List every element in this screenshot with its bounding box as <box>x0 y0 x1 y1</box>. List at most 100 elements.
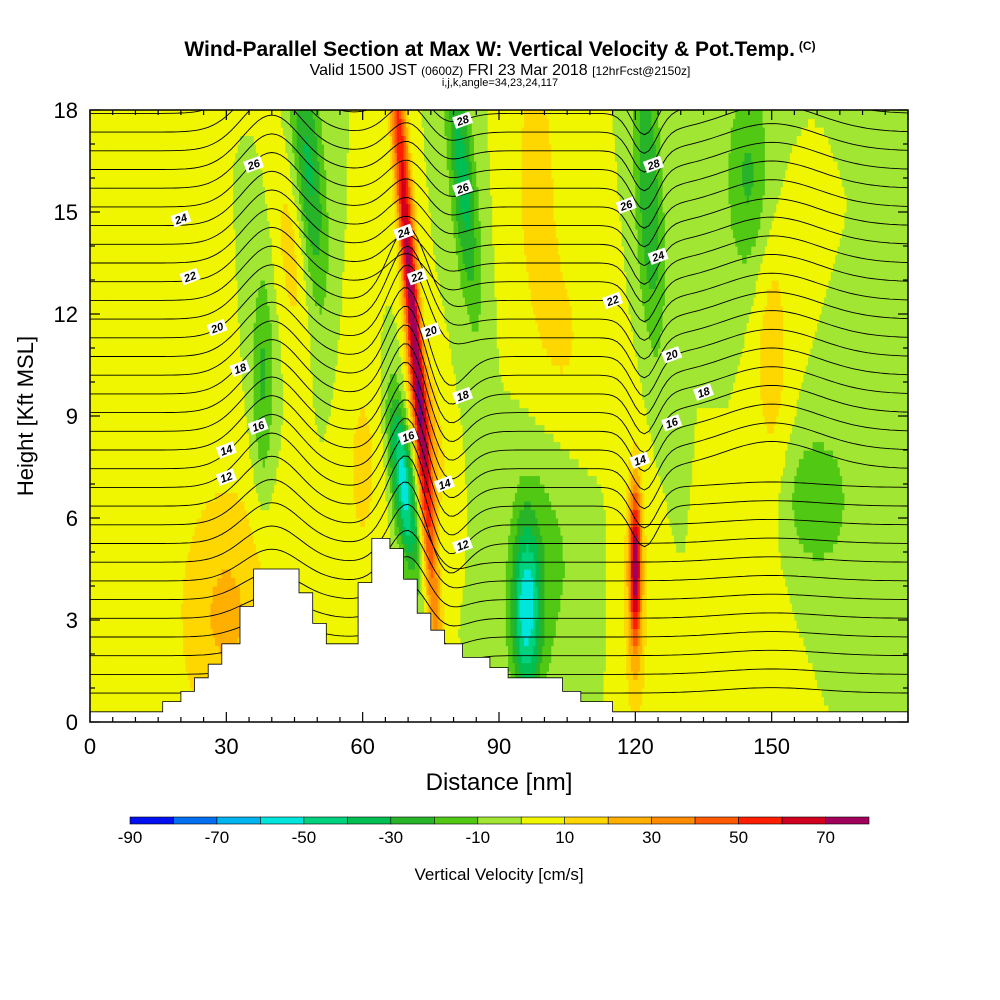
colorbar-tick-label: 30 <box>642 828 661 847</box>
colorbar-tick-label: -50 <box>292 828 317 847</box>
theta-label: 26 <box>615 196 637 214</box>
valid-date: FRI 23 Mar 2018 <box>467 62 588 79</box>
colorbar-swatch <box>303 816 348 825</box>
chart-subtitle: Valid 1500 JST (0600Z) FRI 23 Mar 2018 [… <box>0 62 1000 80</box>
theta-label: 16 <box>247 417 269 435</box>
svg-text:16: 16 <box>401 429 417 445</box>
colorbar-tick-label: 50 <box>729 828 748 847</box>
x-tick-label: 0 <box>84 734 96 759</box>
chart-title: Wind-Parallel Section at Max W: Vertical… <box>0 38 1000 62</box>
svg-text:18: 18 <box>455 389 471 405</box>
colorbar-swatch <box>477 816 522 825</box>
theta-label: 28 <box>452 111 474 129</box>
svg-text:12: 12 <box>219 470 235 485</box>
svg-text:28: 28 <box>454 113 471 129</box>
y-tick-label: 18 <box>54 98 78 123</box>
valid-utc: (0600Z) <box>421 64 464 78</box>
svg-text:14: 14 <box>219 443 235 458</box>
colorbar-swatch <box>216 816 261 825</box>
theta-label: 16 <box>397 427 419 446</box>
y-axis-label: Height [Kft MSL] <box>13 336 38 496</box>
theta-label: 18 <box>229 359 251 378</box>
colorbar-swatch <box>607 816 653 825</box>
svg-text:24: 24 <box>650 249 667 265</box>
theta-contour-line <box>90 245 908 360</box>
theta-contour-line <box>90 481 908 574</box>
colorbar-tick-label: -90 <box>118 828 143 847</box>
svg-text:16: 16 <box>664 416 680 432</box>
x-tick-label: 150 <box>753 734 790 759</box>
svg-text:22: 22 <box>182 270 199 286</box>
terrain-mask <box>89 538 909 723</box>
colorbar-swatch <box>651 816 696 825</box>
theta-contour-line <box>90 582 908 627</box>
x-tick-label: 60 <box>350 734 374 759</box>
y-tick-label: 9 <box>66 404 78 429</box>
theta-label: 22 <box>406 267 428 286</box>
theta-contour-line <box>90 208 908 304</box>
theta-contour-line <box>90 227 908 341</box>
x-tick-label: 90 <box>487 734 511 759</box>
svg-text:18: 18 <box>233 361 249 377</box>
theta-contour-line <box>90 380 908 491</box>
colorbar-tick-label: 70 <box>816 828 835 847</box>
colorbar-swatch <box>520 816 566 825</box>
theta-contour-line <box>90 503 908 570</box>
theta-label: 20 <box>420 322 442 340</box>
theta-contour-line <box>90 114 908 211</box>
forecast-info: [12hrFcst@2150z] <box>592 64 691 78</box>
theta-contour-labels: 26 24 22 20 18 16 14 12 28 26 24 22 20 18 16 14 12 28 26 24… <box>170 111 715 554</box>
theta-label: 24 <box>647 247 669 265</box>
theta-label: 18 <box>692 383 715 401</box>
vertical-velocity-field <box>90 110 908 722</box>
valid-time: Valid 1500 JST <box>309 62 417 79</box>
theta-contour-line <box>90 152 908 248</box>
theta-label: 14 <box>433 475 456 493</box>
colorbar-tick-label: -70 <box>205 828 230 847</box>
svg-text:14: 14 <box>632 453 648 468</box>
y-tick-label: 0 <box>66 710 78 735</box>
svg-text:18: 18 <box>696 385 712 401</box>
colorbar-swatch <box>390 816 435 825</box>
colorbar-swatch <box>173 816 218 825</box>
svg-text:24: 24 <box>172 212 189 228</box>
theta-contour-line <box>90 529 908 589</box>
y-tick-label: 6 <box>66 506 78 531</box>
svg-text:26: 26 <box>618 198 635 214</box>
svg-text:16: 16 <box>251 419 267 435</box>
theta-label: 22 <box>602 291 624 309</box>
colorbar-swatch <box>694 816 739 825</box>
colorbar-swatch <box>825 816 870 825</box>
x-tick-label: 30 <box>214 734 238 759</box>
colorbar-swatch <box>433 816 479 825</box>
y-tick-label: 12 <box>54 302 78 327</box>
svg-text:28: 28 <box>645 157 662 173</box>
theta-contour-line <box>90 189 908 285</box>
theta-contour-line <box>90 305 908 416</box>
theta-label: 20 <box>661 346 683 364</box>
theta-label: 26 <box>452 179 474 197</box>
chart-title-text: Wind-Parallel Section at Max W: Vertical… <box>184 38 795 61</box>
copyright-mark: (C) <box>798 39 816 53</box>
y-tick-label: 15 <box>54 200 78 225</box>
theta-label: 12 <box>452 536 474 554</box>
theta-contour-line <box>90 324 908 435</box>
svg-text:20: 20 <box>663 348 680 364</box>
theta-contour-line <box>90 264 908 379</box>
theta-contour-line <box>90 110 908 192</box>
colorbar: -90 -70 -50 -30 -10 10 30 50 70 <box>118 816 870 847</box>
section-indices: i,j,k,angle=34,23,24,117 <box>441 77 559 89</box>
theta-label: 16 <box>661 414 683 432</box>
theta-contour-line <box>90 608 908 646</box>
colorbar-swatch <box>564 816 609 825</box>
svg-text:20: 20 <box>209 321 226 337</box>
svg-text:24: 24 <box>395 226 412 242</box>
svg-text:26: 26 <box>454 181 471 197</box>
theta-label: 24 <box>393 223 415 242</box>
colorbar-tick-label: -30 <box>379 828 404 847</box>
theta-label: 12 <box>215 468 237 486</box>
svg-text:20: 20 <box>422 324 439 340</box>
y-tick-label: 3 <box>66 608 78 633</box>
svg-text:22: 22 <box>409 270 426 286</box>
